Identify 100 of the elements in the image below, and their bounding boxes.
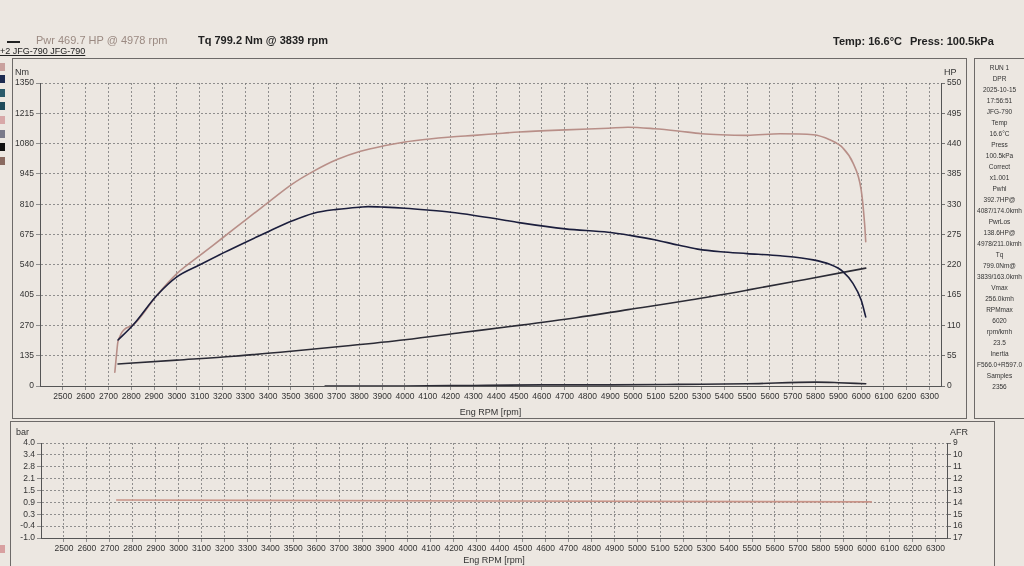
x-tick-label: 5400 [719, 543, 739, 554]
x-tick-label: 3600 [306, 543, 326, 554]
y-tick-label: 0.3 [23, 508, 36, 519]
y2-tick-label: 12 [953, 472, 963, 483]
x-tick-label: 4500 [513, 543, 533, 554]
x-tick-label: 2700 [100, 543, 120, 554]
text: Press: 100.5kPa [910, 35, 994, 47]
y-axis-title: Nm [15, 66, 29, 77]
x-tick-label: 5700 [783, 391, 803, 402]
y2-tick-label: 275 [947, 228, 962, 239]
y-tick-label: 4.0 [23, 437, 36, 448]
x-tick-label: 2600 [77, 543, 97, 554]
x-tick-label: 4400 [490, 543, 510, 554]
y-tick-label: 2.8 [23, 461, 36, 472]
y2-tick-label: 10 [953, 449, 963, 460]
y-tick-label: 3.4 [23, 449, 36, 460]
x-tick-label: 5500 [737, 391, 757, 402]
x-tick-label: 5300 [696, 543, 716, 554]
y2-tick-label: 9 [953, 437, 958, 448]
x-tick-label: 5500 [742, 543, 762, 554]
x-tick-label: 2500 [54, 543, 74, 554]
x-tick-label: 2800 [123, 543, 143, 554]
x-tick-label: 5600 [765, 543, 785, 554]
x-tick-label: 3900 [372, 391, 392, 402]
text: Temp: 16.6°C [833, 35, 902, 47]
x-tick-label: 3300 [235, 391, 256, 402]
x-tick-label: 3100 [190, 391, 210, 402]
y-tick-label: 945 [19, 168, 35, 179]
line-series [117, 267, 867, 365]
y2-tick-label: 495 [947, 107, 962, 118]
y2-tick-label: 0 [947, 380, 952, 391]
x-tick-label: 2500 [53, 391, 73, 402]
y-tick-label: 675 [19, 228, 35, 239]
text: Pwr 469.7 HP @ 4978 rpm [36, 34, 168, 46]
x-tick-label: 5000 [627, 543, 648, 554]
y2-axis-title: AFR [950, 426, 969, 437]
x-tick-label: 3600 [304, 391, 324, 402]
x-tick-label: 5300 [692, 391, 712, 402]
x-tick-label: 3000 [169, 543, 189, 554]
x-tick-label: 4900 [604, 543, 625, 554]
x-tick-label: 6100 [874, 391, 894, 402]
x-tick-label: 3400 [260, 543, 281, 554]
x-tick-label: 4800 [577, 391, 598, 402]
x-tick-label: 5200 [669, 391, 689, 402]
x-tick-label: 5000 [623, 391, 643, 402]
y2-tick-label: 110 [947, 319, 961, 330]
x-tick-label: 3200 [213, 391, 233, 402]
x-tick-label: 4000 [398, 543, 418, 554]
y-tick-label: 540 [19, 259, 35, 270]
x-tick-label: 4700 [559, 543, 579, 554]
x-tick-label: 5100 [650, 543, 671, 554]
text: +2 JFG-790 JFG-790 [0, 46, 86, 56]
x-tick-label: 6300 [926, 543, 946, 554]
x-tick-label: 6000 [851, 391, 871, 402]
y2-tick-label: 55 [947, 350, 957, 361]
x-tick-label: 3200 [215, 543, 235, 554]
x-tick-label: 3700 [329, 543, 349, 554]
x-tick-label: 4800 [582, 543, 602, 554]
x-tick-label: 4600 [536, 543, 556, 554]
y2-tick-label: 16 [953, 520, 963, 531]
x-tick-label: 4700 [555, 391, 575, 402]
x-tick-label: 3500 [281, 391, 301, 402]
x-tick-label: 4300 [463, 391, 484, 402]
y-tick-label: 0.9 [23, 496, 36, 507]
x-tick-label: 3900 [375, 543, 395, 554]
x-tick-label: 6100 [880, 543, 900, 554]
x-tick-label: 6200 [903, 543, 923, 554]
x-tick-label: 3800 [349, 391, 370, 402]
y2-tick-label: 165 [947, 289, 962, 300]
x-tick-label: 4400 [486, 391, 506, 402]
text: Tq 799.2 Nm @ 3839 rpm [198, 34, 328, 46]
y-tick-label: 1350 [15, 77, 35, 88]
y-tick-label: -1.0 [20, 532, 36, 543]
x-tick-label: 6200 [897, 391, 917, 402]
x-tick-label: 5700 [788, 543, 808, 554]
x-tick-label: 4300 [467, 543, 487, 554]
y2-tick-label: 330 [947, 198, 962, 209]
x-tick-label: 5100 [646, 391, 666, 402]
x-axis-title: Eng RPM [rpm] [463, 555, 525, 566]
y-tick-label: 1215 [15, 107, 35, 118]
x-tick-label: 3000 [167, 391, 187, 402]
x-tick-label: 4000 [395, 391, 415, 402]
x-tick-label: 3300 [237, 543, 258, 554]
y2-tick-label: 17 [953, 532, 963, 543]
x-tick-label: 5800 [811, 543, 831, 554]
y-tick-label: 1.5 [23, 484, 36, 495]
x-tick-label: 5900 [828, 391, 849, 402]
x-tick-label: 5800 [806, 391, 826, 402]
x-tick-label: 3700 [327, 391, 347, 402]
y2-tick-label: 220 [947, 259, 962, 270]
x-tick-label: 2900 [146, 543, 166, 554]
x-tick-label: 4200 [441, 391, 461, 402]
x-tick-label: 4500 [509, 391, 529, 402]
x-tick-label: 2700 [98, 391, 119, 402]
y2-tick-label: 13 [953, 484, 963, 495]
y-tick-label: 270 [19, 319, 35, 330]
x-tick-label: 4200 [444, 543, 464, 554]
y-axis-title: bar [16, 426, 30, 437]
x-tick-label: 6300 [920, 391, 940, 402]
x-tick-label: 3100 [192, 543, 212, 554]
